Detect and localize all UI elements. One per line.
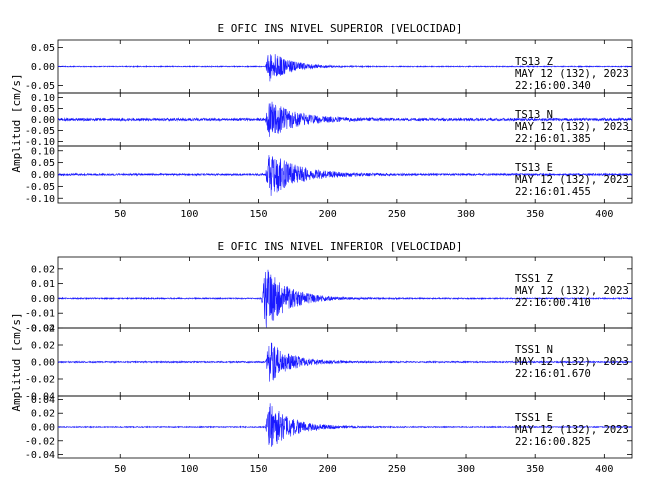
x-tick-label: 400 xyxy=(595,209,613,220)
y-tick-label: 0.05 xyxy=(31,104,55,115)
date-label: MAY 12 (132), 2023 xyxy=(515,121,629,133)
x-tick-label: 250 xyxy=(388,209,406,220)
y-tick-label: -0.04 xyxy=(25,450,55,461)
series-line xyxy=(57,155,633,196)
y-tick-label: 0.00 xyxy=(31,294,55,305)
y-tick-label: -0.02 xyxy=(25,324,55,335)
time-label: 22:16:00.410 xyxy=(515,297,591,309)
time-label: 22:16:01.455 xyxy=(515,186,591,198)
y-tick-label: 0.04 xyxy=(31,395,55,406)
x-tick-label: 200 xyxy=(319,209,337,220)
series-line xyxy=(57,342,633,382)
x-tick-label: 50 xyxy=(114,464,126,475)
y-tick-label: 0.04 xyxy=(31,324,55,335)
station-label: TS13 Z xyxy=(515,56,553,68)
x-tick-label: 300 xyxy=(457,464,475,475)
x-tick-label: 50 xyxy=(114,209,126,220)
x-tick-label: 350 xyxy=(526,209,544,220)
date-label: MAY 12 (132), 2023 xyxy=(515,174,629,186)
series-line xyxy=(57,403,633,447)
y-tick-label: -0.04 xyxy=(25,392,55,403)
y-tick-label: 0.00 xyxy=(31,170,55,181)
time-label: 22:16:01.385 xyxy=(515,133,591,145)
y-tick-label: 0.05 xyxy=(31,43,55,54)
station-label: TS13 E xyxy=(515,162,553,174)
y-tick-label: -0.05 xyxy=(25,81,55,92)
station-label: TS13 N xyxy=(515,109,553,121)
y-tick-label: 0.10 xyxy=(31,93,55,104)
y-tick-label: 0.02 xyxy=(31,409,55,420)
y-tick-label: -0.01 xyxy=(25,309,55,320)
x-tick-label: 150 xyxy=(250,209,268,220)
y-tick-label: 0.00 xyxy=(31,423,55,434)
y-tick-label: 0.00 xyxy=(31,115,55,126)
date-label: MAY 12 (132), 2023 xyxy=(515,424,629,436)
y-tick-label: 0.02 xyxy=(31,341,55,352)
series-line xyxy=(57,101,633,137)
chart-title-lower: E OFIC INS NIVEL INFERIOR [VELOCIDAD] xyxy=(217,240,462,253)
y-tick-label: 0.05 xyxy=(31,158,55,169)
time-label: 22:16:01.670 xyxy=(515,368,591,380)
date-label: MAY 12 (132), 2023 xyxy=(515,68,629,80)
y-tick-label: -0.10 xyxy=(25,194,55,205)
y-tick-label: 0.10 xyxy=(31,146,55,157)
y-tick-label: -0.10 xyxy=(25,137,55,148)
series-line xyxy=(57,54,633,82)
y-tick-label: -0.02 xyxy=(25,375,55,386)
station-label: TSS1 Z xyxy=(515,273,553,285)
y-tick-label: -0.05 xyxy=(25,182,55,193)
x-tick-label: 150 xyxy=(250,464,268,475)
x-tick-label: 100 xyxy=(180,209,198,220)
y-tick-label: -0.02 xyxy=(25,436,55,447)
x-tick-label: 400 xyxy=(595,464,613,475)
y-tick-label: 0.02 xyxy=(31,264,55,275)
chart-title-upper: E OFIC INS NIVEL SUPERIOR [VELOCIDAD] xyxy=(217,22,462,35)
time-label: 22:16:00.340 xyxy=(515,80,591,92)
date-label: MAY 12 (132), 2023 xyxy=(515,285,629,297)
y-axis-label-lower: Amplitud [cm/s] xyxy=(10,312,23,411)
series-line xyxy=(57,269,633,328)
station-label: TSS1 N xyxy=(515,344,553,356)
x-tick-label: 350 xyxy=(526,464,544,475)
x-tick-label: 300 xyxy=(457,209,475,220)
x-tick-label: 200 xyxy=(319,464,337,475)
date-label: MAY 12 (132), 2023 xyxy=(515,356,629,368)
x-tick-label: 250 xyxy=(388,464,406,475)
time-label: 22:16:00.825 xyxy=(515,436,591,448)
x-tick-label: 100 xyxy=(180,464,198,475)
y-tick-label: 0.01 xyxy=(31,279,55,290)
station-label: TSS1 E xyxy=(515,412,553,424)
y-tick-label: 0.00 xyxy=(31,62,55,73)
y-axis-label-upper: Amplitud [cm/s] xyxy=(10,73,23,172)
y-tick-label: 0.00 xyxy=(31,358,55,369)
y-tick-label: -0.05 xyxy=(25,126,55,137)
